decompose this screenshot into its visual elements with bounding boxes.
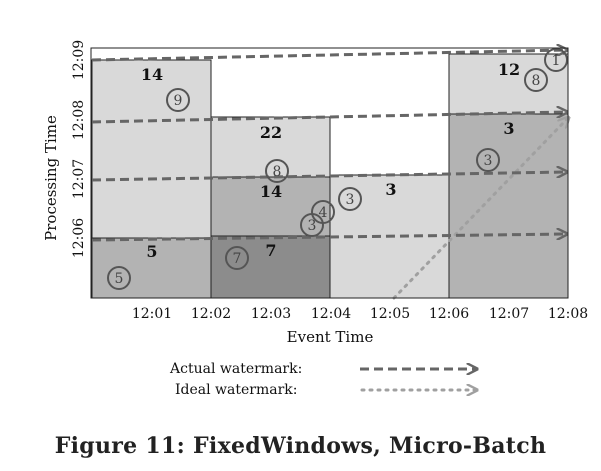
x-axis-label: Event Time (287, 328, 374, 346)
legend: Actual watermark: Ideal watermark: (169, 361, 476, 398)
x-tick-label: 12:08 (548, 306, 588, 322)
x-tick-label: 12:01 (132, 306, 172, 322)
legend-actual-label: Actual watermark: (169, 361, 302, 377)
actual-watermark-segment (91, 112, 566, 124)
pane-w1-late (91, 59, 212, 239)
svg-text:5: 5 (115, 271, 124, 287)
pane-w4-late (448, 53, 569, 115)
x-tick-label: 12:02 (191, 306, 231, 322)
y-tick-label: 12:09 (71, 40, 87, 80)
pane-result-label: 5 (146, 242, 157, 261)
data-point: 5 (107, 266, 131, 290)
y-axis-label: Processing Time (42, 115, 60, 241)
pane-w2-mid (210, 176, 331, 237)
y-tick-label: 12:06 (71, 218, 87, 258)
pane-w2-late (210, 116, 331, 178)
legend-ideal-label: Ideal watermark: (175, 382, 298, 398)
figure-caption: Figure 11: FixedWindows, Micro-Batch (54, 433, 547, 459)
actual-watermark-segment (91, 50, 566, 62)
data-points: 5 9 7 8 3 4 3 3 8 1 (107, 48, 568, 290)
x-tick-label: 12:03 (251, 306, 291, 322)
svg-text:8: 8 (273, 164, 282, 180)
actual-watermark-lines (91, 50, 566, 242)
pane-result-label: 3 (385, 180, 396, 199)
pane-result-label: 12 (498, 60, 520, 79)
data-point: 3 (338, 187, 362, 211)
data-point: 7 (225, 246, 249, 270)
svg-text:9: 9 (174, 93, 183, 109)
svg-text:3: 3 (484, 153, 493, 169)
data-point: 9 (166, 88, 190, 112)
plot-frame (90, 47, 569, 299)
data-point: 1 (544, 48, 568, 72)
svg-text:1: 1 (552, 53, 561, 69)
y-tick-label: 12:07 (71, 159, 87, 199)
svg-text:8: 8 (532, 73, 541, 89)
data-point: 4 (311, 200, 335, 224)
data-point: 8 (265, 159, 289, 183)
x-tick-label: 12:05 (370, 306, 410, 322)
x-tick-label: 12:07 (489, 306, 529, 322)
pane-w4-on-time (448, 113, 569, 299)
y-axis-ticks: 12:06 12:07 12:08 12:09 (71, 40, 87, 258)
y-tick-label: 12:08 (71, 100, 87, 140)
data-point: 8 (524, 68, 548, 92)
pane-result-label: 14 (260, 182, 282, 201)
svg-text:3: 3 (346, 192, 355, 208)
pane-w1-on-time (91, 237, 212, 299)
actual-watermark-segment (91, 234, 566, 242)
pane-result-label: 14 (141, 65, 163, 84)
svg-text:3: 3 (308, 218, 317, 234)
ideal-watermark-line (392, 118, 568, 300)
x-tick-label: 12:04 (311, 306, 351, 322)
svg-text:7: 7 (233, 251, 242, 267)
pane-result-label: 7 (265, 241, 276, 260)
pane-result-label: 3 (503, 119, 514, 138)
actual-watermark-segment (91, 172, 566, 182)
data-point: 3 (476, 148, 500, 172)
svg-text:4: 4 (319, 205, 328, 221)
x-axis-ticks: 12:01 12:02 12:03 12:04 12:05 12:06 12:0… (132, 306, 588, 322)
pane-result-label: 22 (260, 123, 282, 142)
x-tick-label: 12:06 (429, 306, 469, 322)
